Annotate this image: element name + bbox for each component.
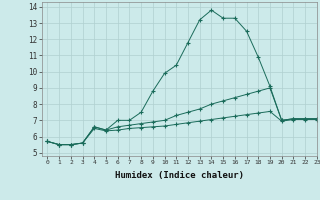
- X-axis label: Humidex (Indice chaleur): Humidex (Indice chaleur): [115, 171, 244, 180]
